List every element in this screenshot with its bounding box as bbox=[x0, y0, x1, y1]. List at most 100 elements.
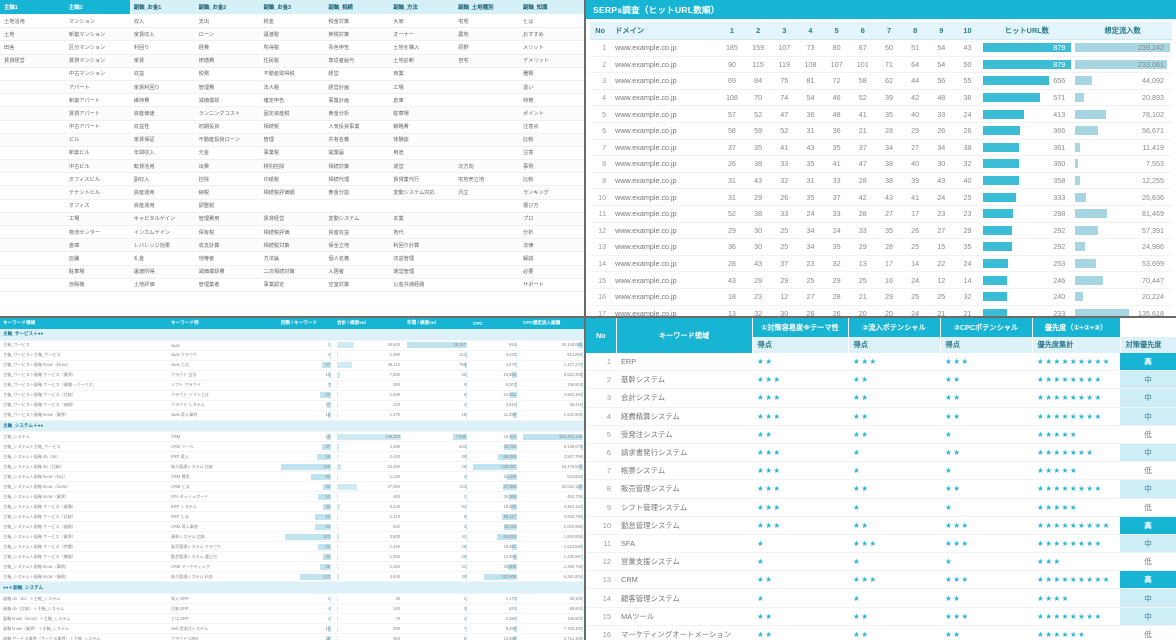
priority-score-inflow: ★★★ bbox=[848, 353, 940, 372]
table-row: 自販機 土地評価 管理業者 事業認定 空室対策 公金共通経路 サポート bbox=[0, 278, 584, 292]
priority-score-cpc: ★★★ bbox=[940, 534, 1032, 554]
serps-rank-count: 40 bbox=[902, 155, 929, 173]
priority-score-difficulty: ★★★ bbox=[752, 516, 848, 535]
serps-body: 1 www.example.co.jp 185 159 107 73 80 67 60 51 54 4… bbox=[590, 39, 1172, 316]
serps-rank-count: 35 bbox=[875, 222, 903, 240]
volume-year: 123 bbox=[404, 350, 470, 361]
matrix-cell: 管理費 bbox=[194, 80, 260, 95]
serps-domain: www.example.co.jp bbox=[610, 122, 719, 140]
serps-rank-count: 30 bbox=[928, 155, 955, 173]
matrix-cell: 管理業者 bbox=[194, 278, 260, 292]
volume-group-label: ●●＋副軸_システム bbox=[0, 581, 584, 595]
priority-score-total: ★★★★★★★★ bbox=[1032, 479, 1120, 499]
priority-score-inflow: ★★ bbox=[848, 607, 940, 626]
table-row: 副軸 do（比較）＋主軸_システム 比較 ERP 4 140 3 630 88,600 bbox=[0, 603, 584, 615]
volume-sum: 1,350 bbox=[334, 561, 404, 573]
priority-row-no: 6 bbox=[586, 443, 616, 463]
serps-rank-count: 36 bbox=[718, 238, 746, 256]
serps-domain: www.example.co.jp bbox=[610, 39, 719, 57]
th-inflow-potential: ②流入ポテンシャル bbox=[848, 318, 941, 337]
matrix-cell: 用途 bbox=[389, 146, 455, 161]
matrix-cell bbox=[0, 106, 65, 121]
serps-rank-count: 37 bbox=[718, 139, 746, 157]
volume-keyword: saas 導入事例 bbox=[168, 410, 278, 421]
volume-group-label: 主軸_サービス＋●● bbox=[0, 328, 584, 341]
matrix-cell bbox=[324, 199, 390, 213]
serps-rank-count: 107 bbox=[771, 39, 798, 57]
serps-rank-count: 25 bbox=[902, 288, 929, 306]
serps-rank-count: 52 bbox=[849, 89, 876, 107]
serps-rank-count: 24 bbox=[954, 105, 981, 123]
volume-keyword: ERP システム bbox=[168, 501, 278, 513]
volume-cpc: 16,880 bbox=[470, 370, 520, 381]
serps-inflow-bar: 53,699 bbox=[1073, 255, 1172, 273]
serps-rank-count: 27 bbox=[928, 222, 955, 240]
serps-row-no: 5 bbox=[590, 105, 611, 123]
table-row: 主軸_システム CRM 18 149,250 7,098 23,462 334,371,13… bbox=[0, 431, 584, 443]
priority-keyword-area: 請求書発行システム bbox=[616, 443, 752, 463]
matrix-cell bbox=[454, 265, 519, 279]
priority-score-inflow: ★ bbox=[848, 443, 940, 463]
matrix-cell: 不動産投資ローン bbox=[194, 133, 260, 147]
table-row: 中古アパート 収益性 初期投資 相続税 人気投資事業 戦略費 注意点 bbox=[0, 120, 584, 134]
priority-score-difficulty: ★★ bbox=[752, 625, 848, 640]
serps-row-no: 3 bbox=[590, 72, 611, 90]
matrix-cell: おすすめ bbox=[519, 27, 584, 42]
serps-rank-count: 43 bbox=[928, 172, 955, 190]
priority-row-no: 4 bbox=[586, 407, 616, 426]
volume-cpc: 916 bbox=[470, 340, 520, 351]
priority-panel: No キーワード領域 ①対策容易度※テーマ性 ②流入ポテンシャル ③CPCポテン… bbox=[586, 318, 1176, 640]
priority-row-no: 1 bbox=[586, 353, 616, 372]
volume-keyword: クラウド ソフトとは bbox=[168, 390, 278, 401]
serps-rank-count: 25 bbox=[771, 222, 798, 240]
volume-keyword: ソフト クラウド bbox=[168, 380, 278, 391]
serps-rank-count: 60 bbox=[875, 39, 903, 57]
volume-count: 63 bbox=[278, 511, 334, 523]
priority-score-total: ★★★★★ bbox=[1032, 425, 1120, 444]
priority-score-cpc: ★★ bbox=[940, 370, 1032, 390]
serps-hit-url-bar: 292 bbox=[980, 238, 1074, 256]
volume-year: 798 bbox=[404, 360, 470, 371]
matrix-cell: 収益 bbox=[129, 67, 195, 81]
volume-area: 主軸_システム＋副軸 サービス（機能） bbox=[0, 551, 168, 563]
priority-score-difficulty: ★★ bbox=[752, 353, 848, 372]
matrix-cell: 保有税 bbox=[194, 225, 260, 240]
serps-rank-count: 31 bbox=[718, 172, 746, 190]
priority-level-badge: 中 bbox=[1120, 407, 1176, 426]
volume-total: 1,800,855 bbox=[520, 531, 584, 543]
matrix-cell: 控除 bbox=[194, 172, 260, 187]
serps-domain: www.example.co.jp bbox=[610, 105, 719, 123]
serps-rank-count: 26 bbox=[928, 122, 955, 140]
table-row: ビル 家賃保証 不動産投資ローン 管理 共有名義 体験談 比較 bbox=[0, 133, 584, 147]
serps-rank-count: 31 bbox=[718, 188, 746, 206]
volume-count: 1 bbox=[278, 613, 334, 625]
matrix-cell: 種類 bbox=[519, 67, 584, 81]
volume-cpc: 11,390 bbox=[470, 410, 520, 421]
volume-area: 副軸 know（know）＋主軸_システム bbox=[0, 613, 168, 625]
matrix-cell: 人気投資事業 bbox=[324, 120, 390, 134]
priority-score-inflow: ★★★ bbox=[848, 570, 940, 590]
serps-row-no: 4 bbox=[590, 89, 611, 107]
matrix-cell bbox=[0, 133, 65, 147]
matrix-cell: 転貸活用 bbox=[129, 159, 195, 174]
volume-count: 7 bbox=[278, 380, 334, 391]
volume-count: 198 bbox=[278, 461, 334, 473]
serps-rank-count: 25 bbox=[928, 288, 955, 306]
matrix-cell: 宅地売立地 bbox=[454, 172, 519, 187]
volume-area: 主軸_システム＋副軸 サービス（業種） bbox=[0, 501, 168, 513]
serps-col-header: 4 bbox=[797, 22, 824, 40]
matrix-cell: 汎立 bbox=[454, 185, 519, 200]
matrix-cell: 初期投資 bbox=[194, 120, 260, 134]
table-row: 主軸_システム＋副軸 サービス（業種） ERP システム 32 5,340 91 19,5… bbox=[0, 501, 584, 513]
matrix-col-header: 副軸_土地種別 bbox=[454, 0, 519, 15]
volume-count: 52 bbox=[278, 541, 334, 553]
matrix-cell: オーナー bbox=[389, 27, 455, 42]
volume-sum: 480 bbox=[334, 491, 404, 503]
priority-level-badge: 高 bbox=[1120, 516, 1176, 535]
serps-rank-count: 38 bbox=[745, 205, 772, 223]
priority-score-total: ★★★★★★★★ bbox=[1032, 607, 1120, 626]
volume-total: 1,831,900 bbox=[520, 410, 584, 421]
volume-total: 334,371,139 bbox=[520, 431, 584, 443]
volume-year: 6 bbox=[404, 633, 470, 640]
serps-rank-count: 25 bbox=[849, 271, 876, 289]
